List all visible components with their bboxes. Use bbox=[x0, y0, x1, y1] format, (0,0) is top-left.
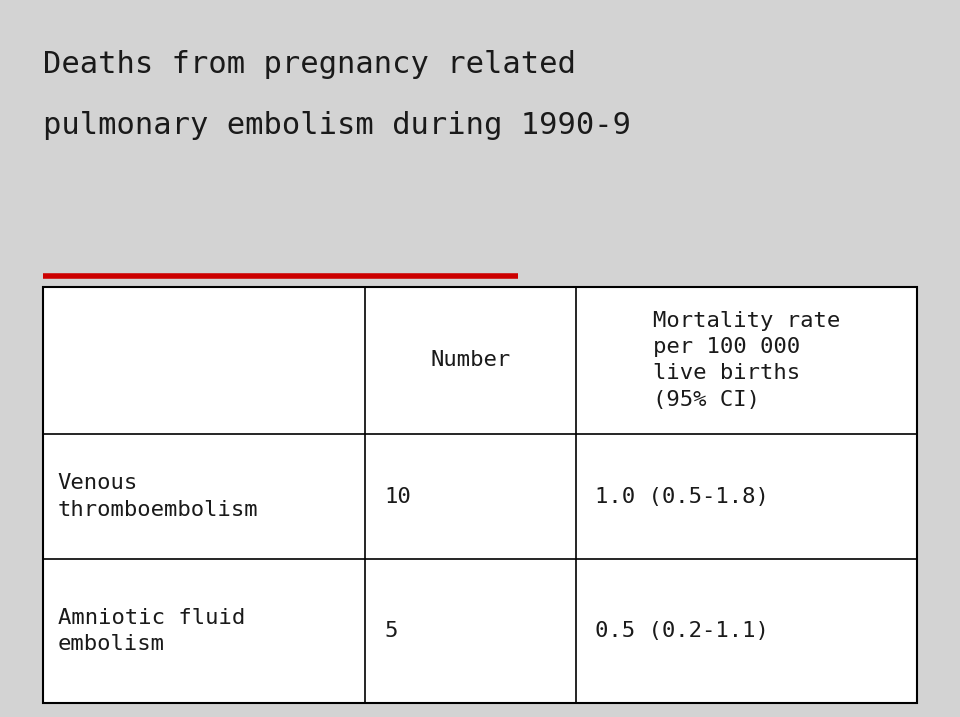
Text: Amniotic fluid
embolism: Amniotic fluid embolism bbox=[58, 608, 245, 654]
Text: 5: 5 bbox=[384, 621, 397, 641]
Text: Mortality rate
per 100 000
live births
(95% CI): Mortality rate per 100 000 live births (… bbox=[653, 310, 840, 410]
FancyBboxPatch shape bbox=[43, 287, 917, 703]
Text: Deaths from pregnancy related: Deaths from pregnancy related bbox=[43, 50, 576, 79]
Text: Venous
thromboembolism: Venous thromboembolism bbox=[58, 473, 258, 520]
Text: Number: Number bbox=[430, 351, 511, 370]
Text: 10: 10 bbox=[384, 487, 411, 506]
Text: 0.5 (0.2-1.1): 0.5 (0.2-1.1) bbox=[595, 621, 769, 641]
Text: 1.0 (0.5-1.8): 1.0 (0.5-1.8) bbox=[595, 487, 769, 506]
Text: pulmonary embolism during 1990-9: pulmonary embolism during 1990-9 bbox=[43, 111, 632, 140]
